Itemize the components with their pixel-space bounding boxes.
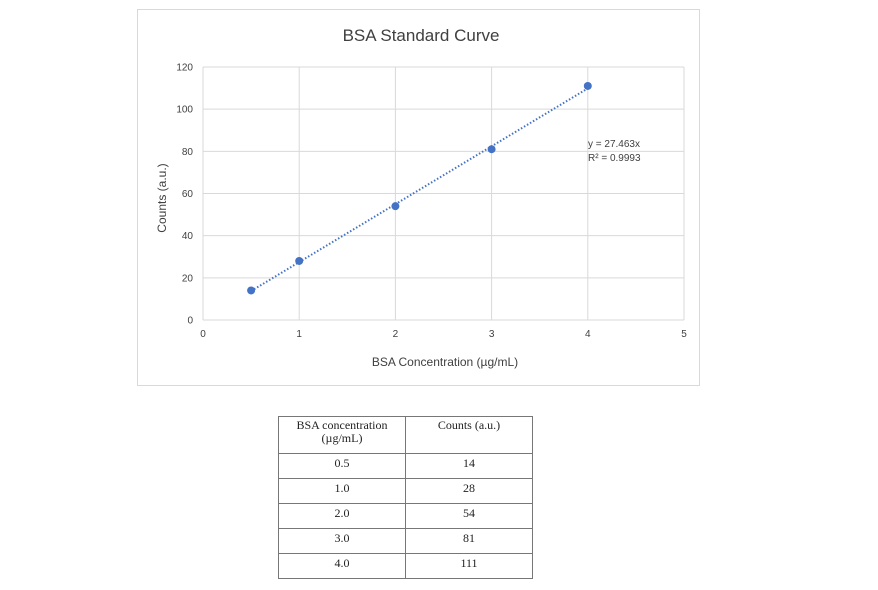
x-tick-label: 4	[585, 329, 591, 340]
data-point	[487, 145, 496, 154]
y-tick-label: 0	[187, 316, 193, 327]
y-axis-title: Counts (a.u.)	[155, 163, 169, 232]
data-point	[583, 81, 592, 90]
table-cell: 0.5	[278, 453, 406, 479]
y-tick-label: 120	[176, 63, 193, 74]
table-row: 2.0 54	[278, 503, 533, 529]
trendline-equation: y = 27.463x	[588, 139, 640, 150]
trendline-r-squared: R² = 0.9993	[588, 153, 641, 164]
trendline	[250, 87, 589, 292]
x-tick-label: 1	[296, 329, 302, 340]
table-cell: 3.0	[278, 528, 406, 554]
table-cell: 111	[405, 553, 533, 579]
y-tick-label: 60	[182, 189, 194, 200]
data-point	[295, 256, 304, 265]
table-cell: 14	[405, 453, 533, 479]
tick-label-layer: 0 20 40 60 80 100 120 0 1 2 3 4 5	[176, 63, 687, 341]
table-cell: 2.0	[278, 503, 406, 529]
table-cell: 54	[405, 503, 533, 529]
table-header-row: BSA concentration (µg/mL) Counts (a.u.)	[278, 416, 533, 454]
table-header-concentration: BSA concentration (µg/mL)	[278, 416, 406, 454]
data-point	[247, 286, 256, 295]
x-tick-label: 5	[681, 329, 687, 340]
table-row: 4.0 111	[278, 553, 533, 579]
table-cell: 4.0	[278, 553, 406, 579]
y-tick-label: 20	[182, 273, 194, 284]
table-cell: 28	[405, 478, 533, 504]
x-axis-title: BSA Concentration (µg/mL)	[372, 355, 518, 369]
points-layer	[247, 81, 592, 295]
x-tick-label: 2	[393, 329, 399, 340]
y-tick-label: 40	[182, 231, 194, 242]
chart-svg: 0 20 40 60 80 100 120 0 1 2 3 4 5 BSA Standard Curve…	[155, 26, 687, 369]
data-table: BSA concentration (µg/mL) Counts (a.u.) …	[278, 416, 533, 579]
table-row: 3.0 81	[278, 528, 533, 554]
table-cell: 81	[405, 528, 533, 554]
x-tick-label: 3	[489, 329, 495, 340]
table-row: 1.0 28	[278, 478, 533, 504]
table-cell: 1.0	[278, 478, 406, 504]
x-tick-label: 0	[200, 329, 206, 340]
y-tick-label: 100	[176, 105, 193, 116]
chart-container: 0 20 40 60 80 100 120 0 1 2 3 4 5 BSA Standard Curve…	[137, 9, 700, 386]
data-point	[391, 202, 400, 211]
y-tick-label: 80	[182, 147, 194, 158]
chart-title: BSA Standard Curve	[343, 26, 500, 45]
table-row: 0.5 14	[278, 453, 533, 479]
table-header-counts: Counts (a.u.)	[405, 416, 533, 454]
grid-layer	[202, 66, 685, 321]
